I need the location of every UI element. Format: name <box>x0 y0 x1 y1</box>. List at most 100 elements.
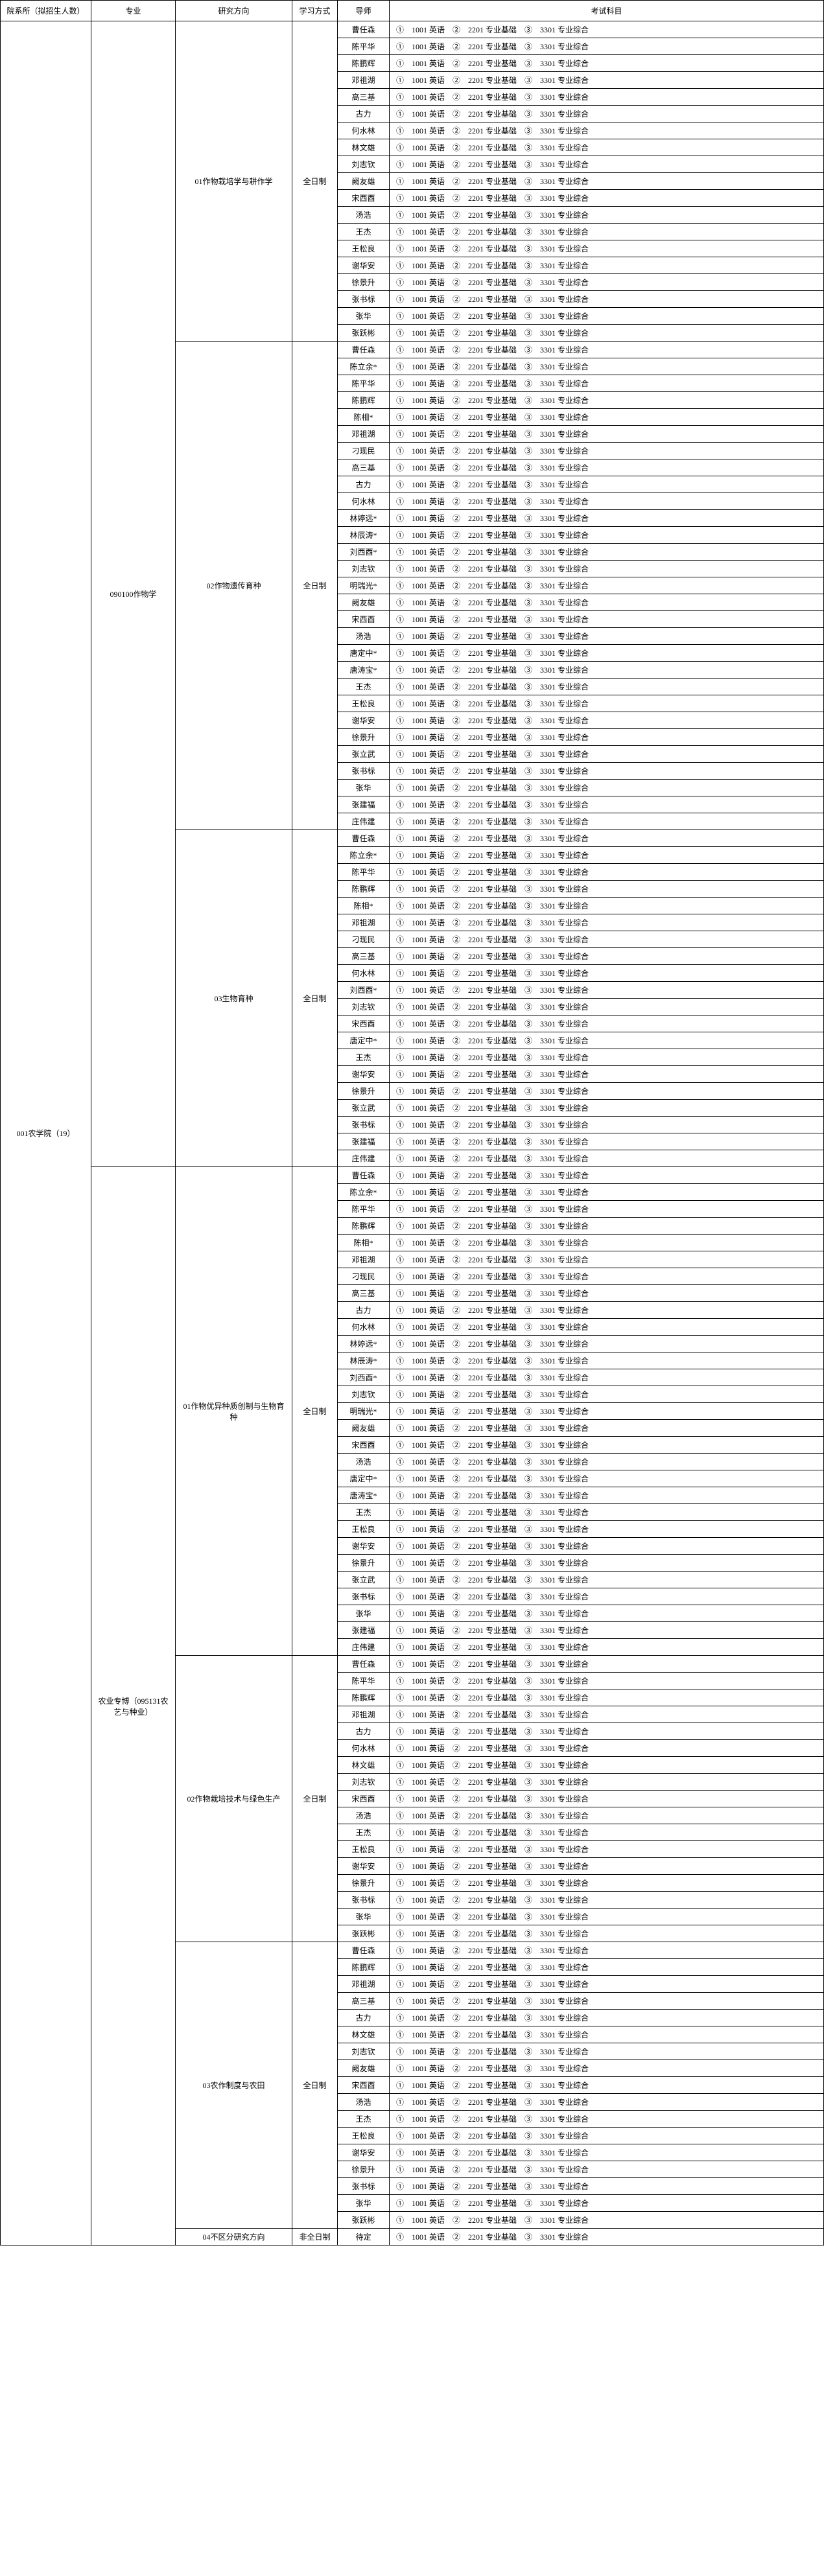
exam-cell: ① 1001 英语 ② 2201 专业基础 ③ 3301 专业综合 <box>390 72 824 89</box>
exam-cell: ① 1001 英语 ② 2201 专业基础 ③ 3301 专业综合 <box>390 392 824 409</box>
exam-cell: ① 1001 英语 ② 2201 专业基础 ③ 3301 专业综合 <box>390 881 824 898</box>
advisor-cell: 刘志钦 <box>338 156 390 173</box>
exam-cell: ① 1001 英语 ② 2201 专业基础 ③ 3301 专业综合 <box>390 1218 824 1235</box>
advisor-cell: 张立武 <box>338 1572 390 1588</box>
advisor-cell: 张立武 <box>338 746 390 763</box>
advisor-cell: 陈相* <box>338 898 390 914</box>
advisor-cell: 何水林 <box>338 122 390 139</box>
advisor-cell: 张书标 <box>338 763 390 780</box>
exam-cell: ① 1001 英语 ② 2201 专业基础 ③ 3301 专业综合 <box>390 325 824 342</box>
exam-cell: ① 1001 英语 ② 2201 专业基础 ③ 3301 专业综合 <box>390 594 824 611</box>
exam-cell: ① 1001 英语 ② 2201 专业基础 ③ 3301 专业综合 <box>390 1470 824 1487</box>
advisor-cell: 徐景升 <box>338 2161 390 2178</box>
exam-cell: ① 1001 英语 ② 2201 专业基础 ③ 3301 专业综合 <box>390 898 824 914</box>
advisor-cell: 陈平华 <box>338 375 390 392</box>
exam-cell: ① 1001 英语 ② 2201 专业基础 ③ 3301 专业综合 <box>390 1740 824 1757</box>
exam-cell: ① 1001 英语 ② 2201 专业基础 ③ 3301 专业综合 <box>390 695 824 712</box>
exam-cell: ① 1001 英语 ② 2201 专业基础 ③ 3301 专业综合 <box>390 38 824 55</box>
advisor-cell: 林辰涛* <box>338 1352 390 1369</box>
direction-cell: 04不区分研究方向 <box>176 2229 292 2245</box>
exam-cell: ① 1001 英语 ② 2201 专业基础 ③ 3301 专业综合 <box>390 1369 824 1386</box>
exam-cell: ① 1001 英语 ② 2201 专业基础 ③ 3301 专业综合 <box>390 1133 824 1150</box>
advisor-cell: 王松良 <box>338 240 390 257</box>
exam-cell: ① 1001 英语 ② 2201 专业基础 ③ 3301 专业综合 <box>390 2161 824 2178</box>
exam-cell: ① 1001 英语 ② 2201 专业基础 ③ 3301 专业综合 <box>390 1942 824 1959</box>
advisor-cell: 张书标 <box>338 1892 390 1909</box>
exam-cell: ① 1001 英语 ② 2201 专业基础 ③ 3301 专业综合 <box>390 1352 824 1369</box>
advisor-cell: 徐景升 <box>338 1083 390 1100</box>
advisor-cell: 张华 <box>338 2195 390 2212</box>
advisor-cell: 王松良 <box>338 1521 390 1538</box>
advisor-cell: 陈平华 <box>338 1201 390 1218</box>
exam-cell: ① 1001 英语 ② 2201 专业基础 ③ 3301 专业综合 <box>390 1487 824 1504</box>
exam-cell: ① 1001 英语 ② 2201 专业基础 ③ 3301 专业综合 <box>390 190 824 207</box>
advisor-cell: 汤浩 <box>338 1807 390 1824</box>
exam-cell: ① 1001 英语 ② 2201 专业基础 ③ 3301 专业综合 <box>390 561 824 577</box>
advisor-cell: 邓祖湖 <box>338 1251 390 1268</box>
exam-cell: ① 1001 英语 ② 2201 专业基础 ③ 3301 专业综合 <box>390 2128 824 2144</box>
exam-cell: ① 1001 英语 ② 2201 专业基础 ③ 3301 专业综合 <box>390 1150 824 1167</box>
advisor-cell: 谢华安 <box>338 1858 390 1875</box>
exam-cell: ① 1001 英语 ② 2201 专业基础 ③ 3301 专业综合 <box>390 2195 824 2212</box>
exam-cell: ① 1001 英语 ② 2201 专业基础 ③ 3301 专业综合 <box>390 931 824 948</box>
advisor-cell: 张建福 <box>338 1622 390 1639</box>
exam-cell: ① 1001 英语 ② 2201 专业基础 ③ 3301 专业综合 <box>390 1521 824 1538</box>
exam-cell: ① 1001 英语 ② 2201 专业基础 ③ 3301 专业综合 <box>390 1723 824 1740</box>
exam-cell: ① 1001 英语 ② 2201 专业基础 ③ 3301 专业综合 <box>390 1909 824 1925</box>
exam-cell: ① 1001 英语 ② 2201 专业基础 ③ 3301 专业综合 <box>390 1117 824 1133</box>
advisor-cell: 刘志钦 <box>338 561 390 577</box>
advisor-cell: 刘西酉* <box>338 982 390 999</box>
advisor-cell: 陈相* <box>338 1235 390 1251</box>
advisor-cell: 曹任森 <box>338 21 390 38</box>
exam-cell: ① 1001 英语 ② 2201 专业基础 ③ 3301 专业综合 <box>390 527 824 544</box>
exam-cell: ① 1001 英语 ② 2201 专业基础 ③ 3301 专业综合 <box>390 1015 824 1032</box>
advisor-cell: 汤浩 <box>338 628 390 645</box>
mode-cell: 全日制 <box>292 1656 338 1942</box>
exam-cell: ① 1001 英语 ② 2201 专业基础 ③ 3301 专业综合 <box>390 763 824 780</box>
exam-cell: ① 1001 英语 ② 2201 专业基础 ③ 3301 专业综合 <box>390 914 824 931</box>
exam-cell: ① 1001 英语 ② 2201 专业基础 ③ 3301 专业综合 <box>390 426 824 443</box>
advisor-cell: 张书标 <box>338 1588 390 1605</box>
exam-cell: ① 1001 英语 ② 2201 专业基础 ③ 3301 专业综合 <box>390 847 824 864</box>
exam-cell: ① 1001 英语 ② 2201 专业基础 ③ 3301 专业综合 <box>390 712 824 729</box>
advisor-cell: 宋西酉 <box>338 1791 390 1807</box>
advisor-cell: 曹任森 <box>338 1167 390 1184</box>
advisor-cell: 王松良 <box>338 1841 390 1858</box>
table-row: 001农学院（19）090100作物学01作物栽培学与耕作学全日制曹任森① 10… <box>1 21 824 38</box>
exam-cell: ① 1001 英语 ② 2201 专业基础 ③ 3301 专业综合 <box>390 999 824 1015</box>
advisor-cell: 徐景升 <box>338 274 390 291</box>
exam-cell: ① 1001 英语 ② 2201 专业基础 ③ 3301 专业综合 <box>390 1774 824 1791</box>
advisor-cell: 张跃彬 <box>338 2212 390 2229</box>
exam-cell: ① 1001 英语 ② 2201 专业基础 ③ 3301 专业综合 <box>390 796 824 813</box>
advisor-cell: 何水林 <box>338 493 390 510</box>
exam-cell: ① 1001 英语 ② 2201 专业基础 ③ 3301 专业综合 <box>390 864 824 881</box>
exam-cell: ① 1001 英语 ② 2201 专业基础 ③ 3301 专业综合 <box>390 1285 824 1302</box>
advisor-cell: 宋西酉 <box>338 1015 390 1032</box>
exam-cell: ① 1001 英语 ② 2201 专业基础 ③ 3301 专业综合 <box>390 1437 824 1454</box>
advisor-cell: 谢华安 <box>338 1066 390 1083</box>
advisor-cell: 徐景升 <box>338 1875 390 1892</box>
major-cell: 农业专博（095131农艺与种业） <box>91 1167 176 2245</box>
advisor-cell: 王杰 <box>338 2111 390 2128</box>
advisor-cell: 刘志钦 <box>338 1774 390 1791</box>
exam-cell: ① 1001 英语 ② 2201 专业基础 ③ 3301 专业综合 <box>390 780 824 796</box>
table-row: 农业专博（095131农艺与种业）01作物优异种质创制与生物育种全日制曹任森① … <box>1 1167 824 1184</box>
exam-cell: ① 1001 英语 ② 2201 专业基础 ③ 3301 专业综合 <box>390 2060 824 2077</box>
advisor-cell: 高三基 <box>338 89 390 106</box>
advisor-cell: 林文雄 <box>338 139 390 156</box>
exam-cell: ① 1001 英语 ② 2201 专业基础 ③ 3301 专业综合 <box>390 1319 824 1336</box>
advisor-cell: 林文雄 <box>338 1757 390 1774</box>
exam-cell: ① 1001 英语 ② 2201 专业基础 ③ 3301 专业综合 <box>390 156 824 173</box>
advisor-cell: 汤浩 <box>338 207 390 224</box>
advisor-cell: 谢华安 <box>338 257 390 274</box>
exam-cell: ① 1001 英语 ② 2201 专业基础 ③ 3301 专业综合 <box>390 1504 824 1521</box>
exam-cell: ① 1001 英语 ② 2201 专业基础 ③ 3301 专业综合 <box>390 2111 824 2128</box>
advisor-cell: 阙友雄 <box>338 594 390 611</box>
advisor-cell: 王杰 <box>338 1049 390 1066</box>
mode-cell: 全日制 <box>292 1167 338 1656</box>
exam-cell: ① 1001 英语 ② 2201 专业基础 ③ 3301 专业综合 <box>390 139 824 156</box>
advisor-cell: 阙友雄 <box>338 1420 390 1437</box>
exam-cell: ① 1001 英语 ② 2201 专业基础 ③ 3301 专业综合 <box>390 1689 824 1706</box>
exam-cell: ① 1001 英语 ② 2201 专业基础 ③ 3301 专业综合 <box>390 409 824 426</box>
advisor-cell: 刘西酉* <box>338 1369 390 1386</box>
